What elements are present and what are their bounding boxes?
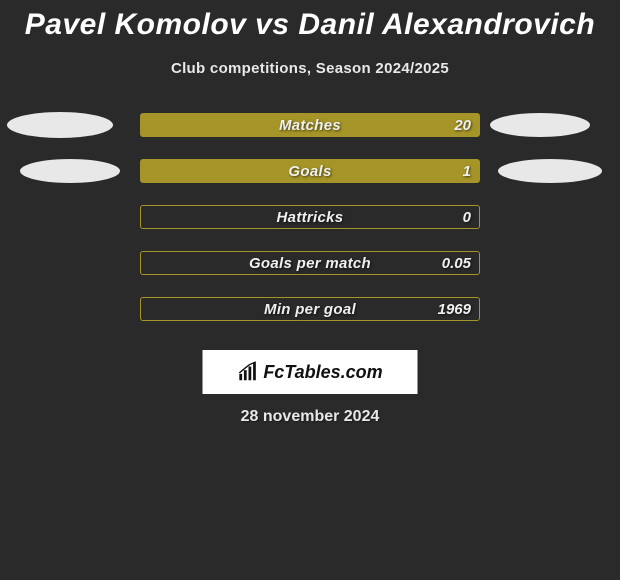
player-marker — [490, 113, 590, 137]
brand-chart-icon — [237, 361, 259, 383]
bar-value: 1969 — [438, 298, 471, 320]
stat-row: Min per goal1969 — [0, 295, 620, 341]
stats-chart: Matches20 Goals1 Hattricks0 Goals per match… — [0, 111, 620, 341]
page-title: Pavel Komolov vs Danil Alexandrovich — [0, 0, 620, 42]
brand-badge: FcTables.com — [203, 350, 418, 394]
subtitle: Club competitions, Season 2024/2025 — [0, 60, 620, 77]
bar-label: Min per goal — [141, 298, 479, 320]
brand-text: FcTables.com — [263, 362, 382, 383]
bar-label: Hattricks — [141, 206, 479, 228]
player-marker — [498, 159, 602, 183]
bar-label: Matches — [141, 114, 479, 136]
bar-track: Hattricks0 — [140, 205, 480, 229]
stat-row: Matches20 — [0, 111, 620, 157]
player-marker — [7, 112, 113, 138]
bar-track: Matches20 — [140, 113, 480, 137]
bar-track: Goals1 — [140, 159, 480, 183]
date-label: 28 november 2024 — [0, 408, 620, 426]
stat-row: Goals1 — [0, 157, 620, 203]
bar-value: 0 — [463, 206, 471, 228]
bar-track: Goals per match0.05 — [140, 251, 480, 275]
bar-value: 1 — [463, 160, 471, 182]
player-marker — [20, 159, 120, 183]
stat-row: Hattricks0 — [0, 203, 620, 249]
bar-track: Min per goal1969 — [140, 297, 480, 321]
stat-row: Goals per match0.05 — [0, 249, 620, 295]
comparison-card: Pavel Komolov vs Danil Alexandrovich Clu… — [0, 0, 620, 580]
bar-value: 20 — [454, 114, 471, 136]
bar-label: Goals — [141, 160, 479, 182]
bar-value: 0.05 — [442, 252, 471, 274]
bar-label: Goals per match — [141, 252, 479, 274]
